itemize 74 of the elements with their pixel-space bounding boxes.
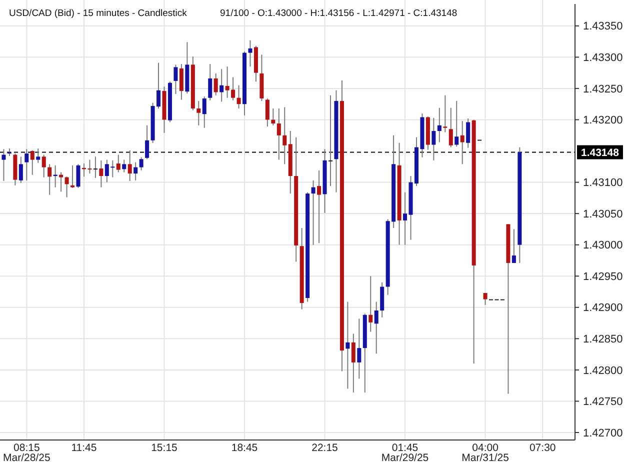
candlestick: [59, 172, 64, 192]
candlestick: [437, 107, 442, 143]
candlestick: [220, 68, 224, 102]
candlestick: [483, 292, 488, 306]
candlestick: [93, 156, 98, 178]
candlestick: [70, 164, 75, 188]
x-tick-label: 08:15 Mar/28/25: [3, 442, 50, 462]
candlestick: [64, 176, 69, 198]
ref-line-label: 1.43148: [581, 146, 620, 159]
candlestick: [128, 150, 132, 182]
candlestick: [214, 72, 218, 96]
candlestick: [346, 301, 350, 390]
candlestick: [443, 94, 448, 133]
candlestick: [196, 100, 201, 126]
y-tick-label: 1.43100: [583, 177, 623, 190]
y-tick-label: 1.42950: [583, 270, 623, 283]
candlestick: [265, 98, 270, 128]
candlestick: [116, 154, 120, 173]
x-tick-label: 22:15: [312, 442, 338, 454]
y-tick-label: 1.42900: [583, 302, 623, 314]
candlestick: [460, 120, 464, 165]
x-tick-label: 07:30: [529, 442, 556, 454]
candlestick: [512, 228, 516, 264]
y-tick-label: 1.42800: [583, 364, 623, 377]
candlestick: [208, 64, 212, 101]
x-tick-label: 01:45 Mar/29/25: [381, 442, 429, 462]
candlestick: [311, 180, 316, 246]
y-tick-label: 1.43200: [583, 114, 623, 127]
candlestick: [24, 148, 29, 181]
y-tick-label: 1.42850: [583, 334, 623, 346]
candlestick: [145, 124, 150, 160]
y-tick-label: 1.43350: [583, 20, 623, 33]
candlestick: [174, 64, 178, 95]
y-tick-label: 1.43250: [583, 83, 623, 96]
x-tick-label: 15:15: [151, 442, 178, 454]
candlestick: [380, 282, 384, 318]
candlestick: [276, 108, 281, 160]
candlestick: [179, 64, 184, 100]
candlestick: [368, 276, 373, 332]
candlestick: [99, 160, 104, 188]
x-tick-label: 04:00 Mar/31/25: [462, 442, 510, 462]
candlestick: [202, 96, 206, 128]
candlestick: [454, 100, 459, 148]
candlestick: [18, 156, 23, 184]
candlestick: [466, 118, 470, 148]
candlestick: [36, 148, 40, 164]
chart-title: USD/CAD (Bid) - 15 minutes - Candlestick: [9, 8, 188, 19]
candlestick: [122, 159, 126, 173]
candlestick: [139, 156, 144, 171]
candlestick: [76, 164, 80, 188]
candlestick: [134, 162, 138, 181]
y-tick-label: 1.43300: [583, 52, 623, 64]
y-tick-label: 1.43050: [583, 208, 623, 220]
candlestick: [432, 117, 436, 161]
candlestick: [42, 154, 46, 178]
candlestick: [30, 150, 34, 176]
candlestick: [271, 108, 276, 126]
candlestick: [328, 94, 333, 187]
candlestick: [357, 318, 362, 380]
x-tick-label: 18:45: [231, 442, 258, 454]
candlestick: [374, 301, 378, 354]
x-tick-label: 11:45: [71, 442, 97, 454]
candlestick: [236, 84, 241, 109]
y-tick-label: 1.42750: [583, 396, 623, 408]
chart-subtitle: 91/100 - O:1.43000 - H:1.43156 - L:1.42971 - C:1.43148: [220, 8, 458, 19]
candlestick: [48, 164, 52, 196]
candlestick: [2, 148, 6, 182]
y-tick-label: 1.43000: [583, 240, 623, 252]
candlestick: [351, 333, 356, 393]
candlestick: [248, 40, 252, 68]
candlestick: [317, 170, 322, 244]
candlestick: [282, 106, 287, 165]
y-tick-label: 1.42700: [583, 427, 623, 440]
candlestick: [448, 107, 453, 148]
